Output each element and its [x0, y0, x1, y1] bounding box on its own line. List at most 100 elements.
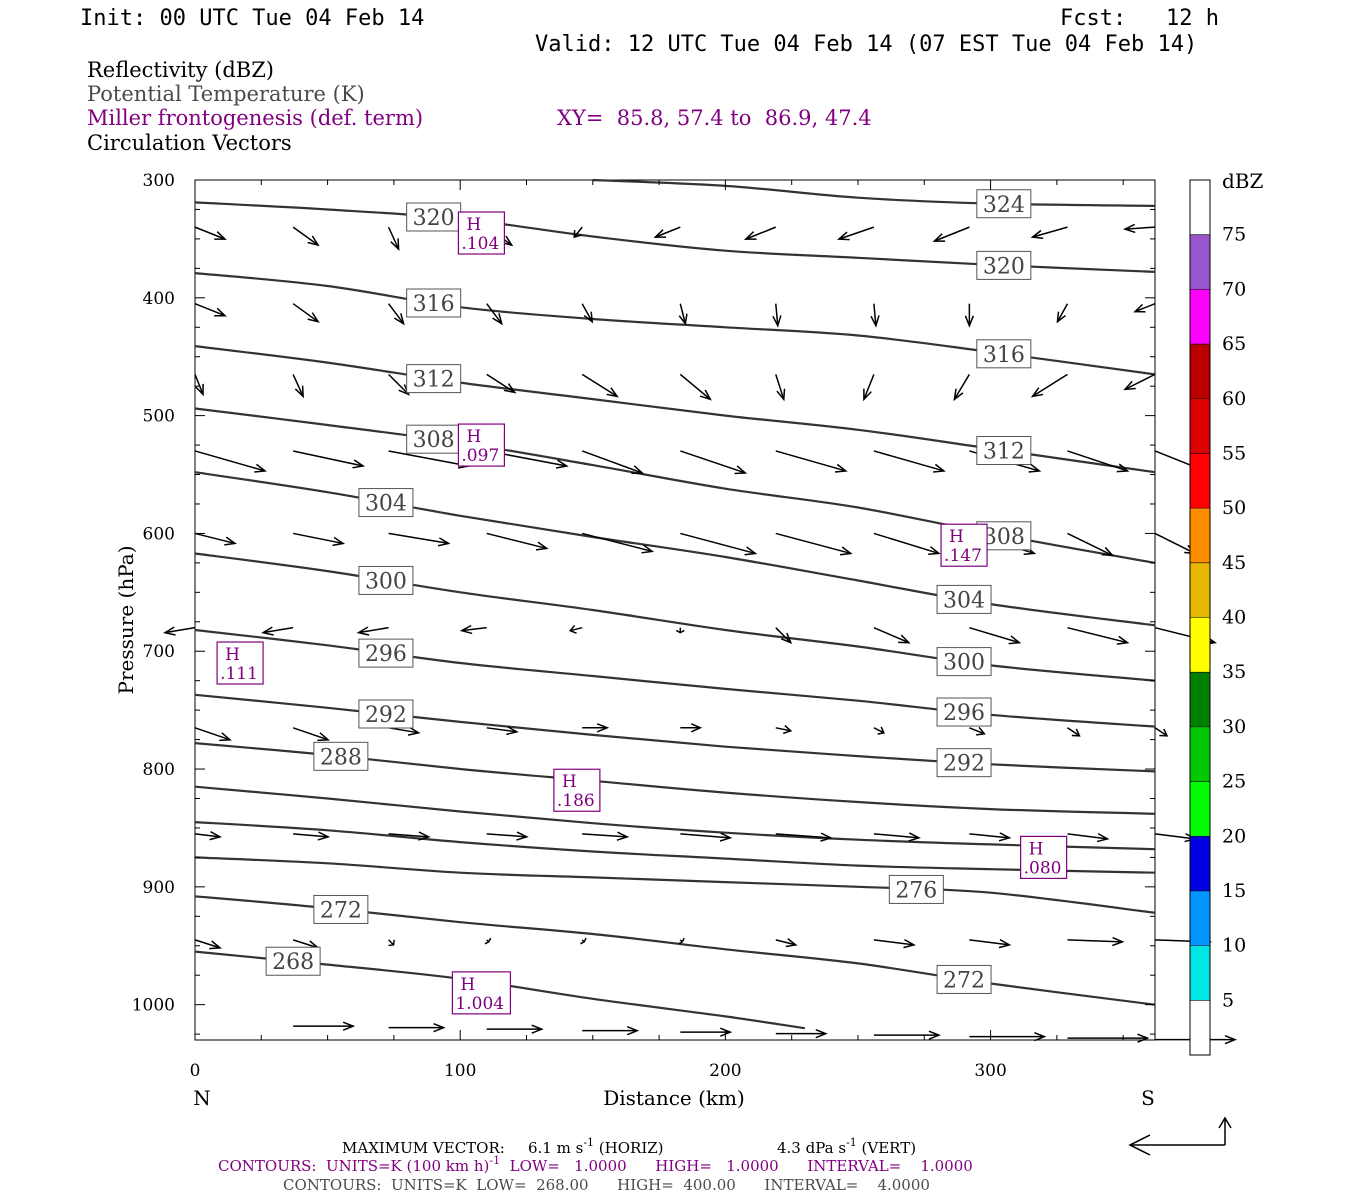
circulation-vector — [675, 627, 685, 634]
init-text: Init: 00 UTC Tue 04 Feb 14 — [80, 6, 424, 31]
colorbar-level: 20 — [1222, 825, 1246, 847]
frontogenesis-box — [1020, 835, 1068, 879]
circulation-vector — [388, 1022, 446, 1033]
theta-contour-label-text: 308 — [413, 428, 455, 453]
colorbar-segment — [1190, 453, 1210, 509]
theta-contour-label-text: 268 — [272, 950, 314, 975]
colorbar-segment — [1190, 344, 1210, 399]
colorbar-segment — [1190, 781, 1210, 837]
circulation-vector — [459, 624, 487, 635]
y-tick-label: 400 — [143, 289, 175, 309]
colorbar-level: 5 — [1222, 989, 1234, 1011]
x-axis: 0 100 200 300 — [190, 180, 1124, 1081]
circulation-vector — [194, 831, 223, 841]
circulation-vector — [1154, 727, 1169, 737]
circulation-vector — [581, 303, 594, 324]
circulation-vector — [1067, 450, 1130, 473]
theta-contour-label-box — [976, 250, 1032, 280]
y-tick-label: 1000 — [132, 996, 175, 1016]
x-end-right-label: S — [1141, 1086, 1155, 1110]
y-tick-label: 900 — [143, 878, 175, 898]
circulation-vector — [1154, 532, 1197, 555]
max-vector-text: MAXIMUM VECTOR: 6.1 m s-1 (HORIZ) 4.3 dPa … — [342, 1136, 916, 1157]
circulation-vector — [388, 831, 431, 841]
theta-contour-label-text: 300 — [943, 651, 985, 676]
theta-contour-label: 268 — [265, 946, 321, 976]
colorbar-level: 40 — [1222, 607, 1246, 629]
frontogenesis-maximum: H.080 — [1020, 835, 1068, 879]
circulation-vector — [194, 727, 232, 742]
circulation-vector — [964, 303, 975, 328]
field-frontogenesis: Miller frontogenesis (def. term) — [87, 106, 423, 130]
theta-contour-label-box — [976, 339, 1032, 369]
circulation-vector — [194, 303, 227, 317]
y-tick-label: 500 — [143, 407, 175, 427]
theta-contour-284 — [194, 785, 1156, 851]
colorbar-segment — [1190, 562, 1210, 618]
theta-contour-label-text: 320 — [413, 206, 455, 231]
x-tick-label: 100 — [444, 1061, 476, 1081]
circulation-vector — [292, 450, 366, 469]
circulation-vector — [581, 373, 619, 398]
theta-contour-label: 296 — [936, 697, 992, 727]
frontogenesis-box — [451, 971, 512, 1015]
theta-contour-label-box — [358, 565, 414, 595]
theta-contour-label: 312 — [406, 364, 462, 394]
colorbar-level: 45 — [1222, 552, 1246, 574]
circulation-vector — [1067, 832, 1110, 843]
circulation-vector — [484, 937, 492, 945]
theta-contour-label: 292 — [358, 699, 414, 729]
theta-contour-label-text: 320 — [983, 254, 1025, 279]
valid-text: Valid: 12 UTC Tue 04 Feb 14 (07 EST Tue … — [535, 32, 1197, 57]
circulation-vector — [743, 226, 777, 240]
theta-contour-label-box — [936, 748, 992, 778]
y-axis: 300 400 500 600 700 800 900 1000 — [132, 171, 1155, 1035]
circulation-vector — [873, 726, 885, 735]
theta-contour-label: 316 — [406, 288, 462, 318]
theta-contour-label-box — [313, 894, 369, 924]
theta-contour-label-box — [888, 874, 944, 904]
circulation-vector — [486, 373, 517, 394]
theta-contour-label-box — [406, 288, 462, 318]
circulation-vector — [873, 832, 921, 842]
max-vector-horiz-exp: -1 — [583, 1136, 594, 1149]
circulation-vector — [775, 627, 793, 645]
circulation-vector — [678, 937, 685, 945]
circulation-vector — [969, 626, 1022, 645]
circulation-vector — [1154, 832, 1198, 843]
theta-contour-label: 296 — [358, 638, 414, 668]
theta-contour-label: 276 — [888, 874, 944, 904]
theta-contour-label: 304 — [358, 488, 414, 518]
circulation-vector — [388, 373, 411, 396]
theta-contour-label: 308 — [406, 424, 462, 454]
circulation-vector — [969, 832, 1012, 842]
theta-contour-label-box — [936, 964, 992, 994]
y-axis-label: Pressure (hPa) — [114, 546, 138, 695]
frontogenesis-value: .147 — [944, 546, 982, 566]
circulation-vector — [486, 532, 549, 551]
reference-vector-icon — [1128, 1116, 1232, 1156]
x-tick-label: 200 — [709, 1061, 741, 1081]
circulation-vector — [873, 1030, 941, 1040]
circulation-vector — [969, 938, 1012, 949]
contour-label-layer: 324 320 320 316 316 312 312 308 308 304 304 300 300 2… — [265, 189, 1032, 994]
theta-contour-324 — [592, 178, 1156, 207]
circulation-vector — [1067, 1033, 1150, 1043]
circulation-vector — [580, 937, 587, 945]
theta-contour-label-text: 304 — [365, 492, 407, 517]
colorbar-segment — [1190, 890, 1210, 946]
circulation-vector — [873, 532, 941, 556]
frontogenesis-value: .080 — [1024, 858, 1062, 878]
frontogenesis-box — [457, 211, 506, 255]
circulation-vector — [1067, 532, 1115, 557]
theta-contour-label: 312 — [976, 436, 1032, 466]
colorbar-segment — [1190, 398, 1210, 454]
theta-contour-label-box — [976, 436, 1032, 466]
circulation-vector — [486, 1024, 544, 1034]
colorbar-segment — [1190, 617, 1210, 673]
circulation-vector — [582, 723, 610, 733]
circulation-vector — [486, 303, 503, 326]
theta-contour-label-text: 312 — [413, 368, 455, 393]
circulation-vector — [261, 626, 294, 636]
